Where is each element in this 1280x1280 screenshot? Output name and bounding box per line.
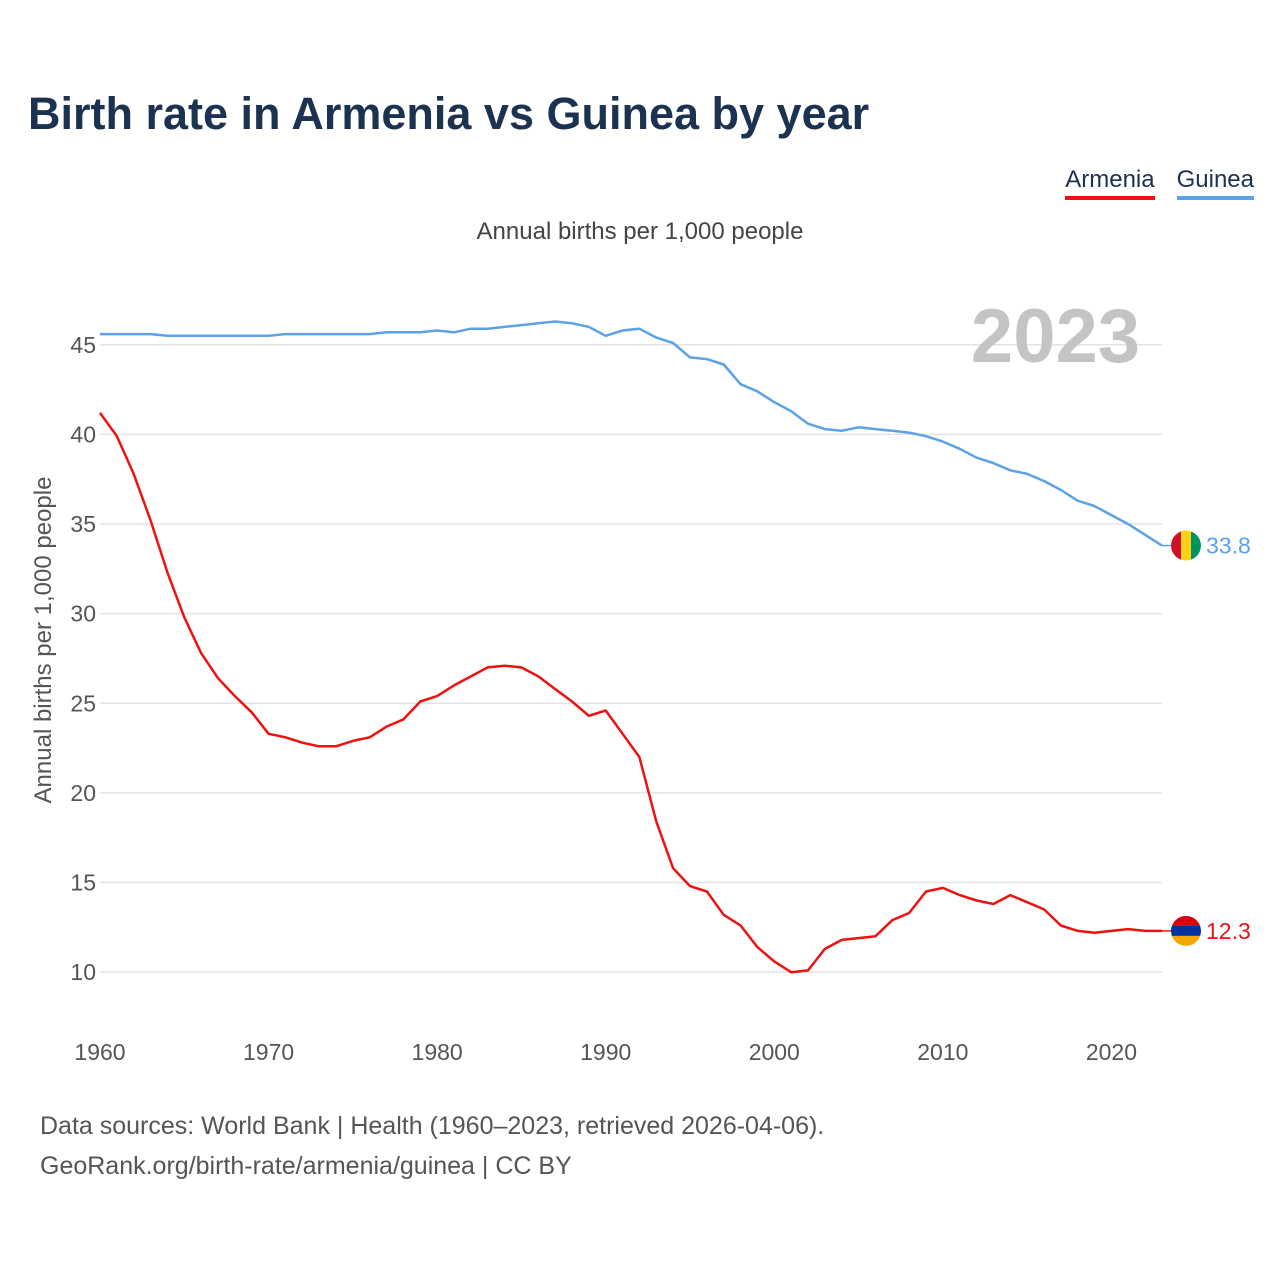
series-line-guinea[interactable] — [100, 320, 1163, 547]
footer: Data sources: World Bank | Health (1960–… — [40, 1106, 824, 1186]
line-chart: 10 15 20 25 30 35 40 45 1960 1970 1980 1990 2000 2010… — [30, 294, 1251, 1065]
year-label: 2023 — [971, 294, 1140, 379]
y-tick-label: 20 — [70, 780, 96, 806]
x-tick-label: 2010 — [917, 1039, 968, 1065]
series-line-armenia[interactable] — [98, 412, 1162, 974]
x-tick-label: 2000 — [749, 1039, 800, 1065]
chart-title: Birth rate in Armenia vs Guinea by year — [28, 88, 870, 139]
legend-item-guinea[interactable]: Guinea — [1176, 166, 1254, 200]
x-tick-label: 1980 — [412, 1039, 463, 1065]
y-tick-label: 25 — [70, 690, 96, 716]
y-tick-label: 40 — [70, 421, 96, 447]
y-tick-label: 30 — [70, 601, 96, 627]
legend: Armenia Guinea — [1065, 166, 1254, 200]
y-axis-title: Annual births per 1,000 people — [30, 477, 57, 804]
source-url: GeoRank.org/birth-rate/armenia/guinea | … — [40, 1152, 572, 1180]
data-source-note: Data sources: World Bank | Health (1960–… — [40, 1112, 825, 1140]
chart-subtitle: Annual births per 1,000 people — [476, 218, 804, 245]
end-value-label-armenia: 12.3 — [1206, 918, 1251, 944]
x-tick-label: 1960 — [74, 1039, 125, 1065]
y-tick-label: 15 — [70, 870, 96, 896]
armenia-flag-icon — [1171, 915, 1201, 946]
x-tick-label: 2020 — [1086, 1039, 1137, 1065]
y-tick-label: 10 — [70, 959, 96, 985]
y-tick-label: 35 — [70, 511, 96, 537]
end-value-label-guinea: 33.8 — [1206, 533, 1251, 559]
x-tick-label: 1970 — [243, 1039, 294, 1065]
guinea-flag-icon — [1171, 530, 1201, 561]
x-tick-label: 1990 — [580, 1039, 631, 1065]
y-tick-label: 45 — [70, 332, 96, 358]
legend-item-armenia[interactable]: Armenia — [1065, 166, 1155, 200]
